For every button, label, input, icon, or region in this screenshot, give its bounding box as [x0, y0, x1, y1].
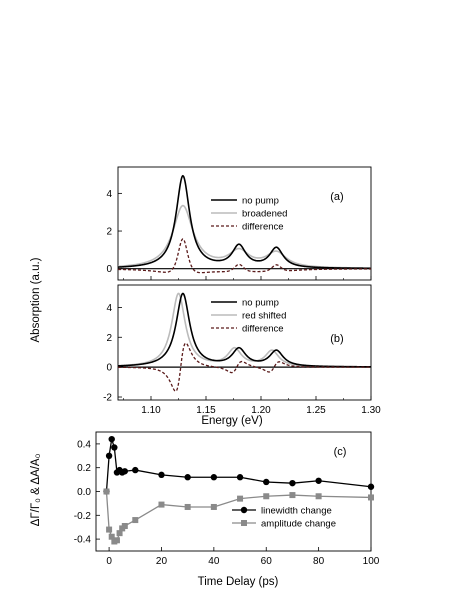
energy-axis-label: Energy (eV) [201, 415, 263, 427]
panel-c-label: (c) [334, 446, 347, 458]
data-point-amplitude [210, 503, 217, 510]
y-tick-label: 0.0 [77, 487, 91, 498]
legend-label: difference [242, 324, 284, 335]
data-point-amplitude [116, 530, 123, 537]
legend-label: difference [242, 222, 284, 233]
data-point-linewidth [105, 452, 113, 459]
data-point-amplitude [263, 493, 270, 500]
data-point-linewidth [108, 435, 115, 443]
data-point-linewidth [315, 477, 322, 484]
legend-label: linewidth change [261, 506, 332, 517]
series-line-no-pump [117, 174, 371, 270]
data-point-linewidth [289, 479, 296, 487]
panel-a: 0 2 4 no pump broadened difference [106, 166, 372, 281]
x-tick-label: 1.30 [361, 405, 381, 416]
legend-marker [241, 520, 247, 526]
data-point-linewidth [158, 471, 165, 479]
x-tick-label: 1.15 [196, 405, 216, 416]
data-point-amplitude [368, 494, 374, 501]
x-tick-label: 0 [106, 556, 112, 567]
legend-label: amplitude change [261, 519, 336, 530]
y-tick-label: 2 [106, 227, 112, 238]
y-tick-label: -2 [103, 393, 112, 404]
data-point-linewidth [132, 466, 139, 474]
x-tick-label: 60 [261, 556, 273, 567]
series-line-difference [117, 238, 371, 274]
data-point-linewidth [367, 483, 375, 490]
data-point-linewidth [121, 468, 129, 475]
absorption-axis-label: Absorption (a.u.) [30, 257, 42, 342]
data-point-amplitude [184, 503, 191, 510]
time-delay-axis-label: Time Delay (ps) [198, 576, 279, 588]
data-point-amplitude [132, 517, 139, 524]
y-tick-label: 0.4 [77, 439, 91, 450]
data-point-amplitude [121, 523, 128, 530]
x-tick-label: 100 [363, 556, 380, 567]
data-point-amplitude [103, 488, 110, 495]
data-point-linewidth [236, 474, 244, 481]
y-tick-label: 0 [106, 264, 112, 275]
series-line-difference [117, 342, 371, 392]
x-tick-label: 80 [313, 556, 325, 567]
panel-c: -0.4 -0.2 0.0 0.2 0.4 0 20 40 60 80 100 linewidth c… [74, 431, 380, 567]
series-line-linewidth-change [105, 438, 372, 492]
data-point-linewidth [184, 474, 191, 481]
panel-b: -2 0 2 4 1.10 1.15 1.20 1.25 1.30 no pump red shif… [103, 284, 381, 416]
data-point-amplitude [108, 533, 115, 540]
panel-b-frame [117, 284, 372, 401]
y-tick-label: 0.2 [77, 463, 91, 474]
x-tick-label: 40 [208, 556, 220, 567]
legend-marker [240, 506, 248, 514]
legend-label: broadened [242, 209, 287, 220]
legend-label: red shifted [242, 311, 286, 322]
legend-label: no pump [242, 196, 279, 207]
y-tick-label: -0.4 [74, 535, 92, 546]
x-tick-label: 1.25 [306, 405, 326, 416]
panel-b-label: (b) [330, 333, 343, 345]
data-point-amplitude [113, 537, 120, 544]
data-point-amplitude [158, 501, 165, 508]
y-tick-label: 4 [106, 303, 112, 314]
data-point-linewidth [263, 478, 270, 486]
delta-axis-label: ΔΓ/Γ₀ & ΔA/A₀ [30, 453, 42, 526]
x-tick-label: 1.20 [251, 405, 271, 416]
data-point-linewidth [111, 444, 118, 451]
y-tick-label: 2 [106, 333, 112, 344]
panel-a-label: (a) [330, 191, 343, 203]
data-point-amplitude [106, 526, 113, 533]
panel-c-frame [95, 431, 372, 552]
y-tick-label: 0 [106, 363, 112, 374]
x-tick-label: 1.10 [141, 405, 161, 416]
y-tick-label: 4 [106, 189, 112, 200]
data-point-amplitude [289, 492, 296, 499]
legend-label: no pump [242, 298, 279, 309]
x-tick-label: 20 [156, 556, 168, 567]
y-tick-label: -0.2 [74, 511, 92, 522]
data-point-linewidth [210, 474, 218, 481]
series-line-no-pump [117, 292, 372, 368]
data-point-amplitude [315, 493, 322, 500]
data-point-amplitude [237, 495, 244, 502]
panel-a-frame [117, 166, 372, 281]
